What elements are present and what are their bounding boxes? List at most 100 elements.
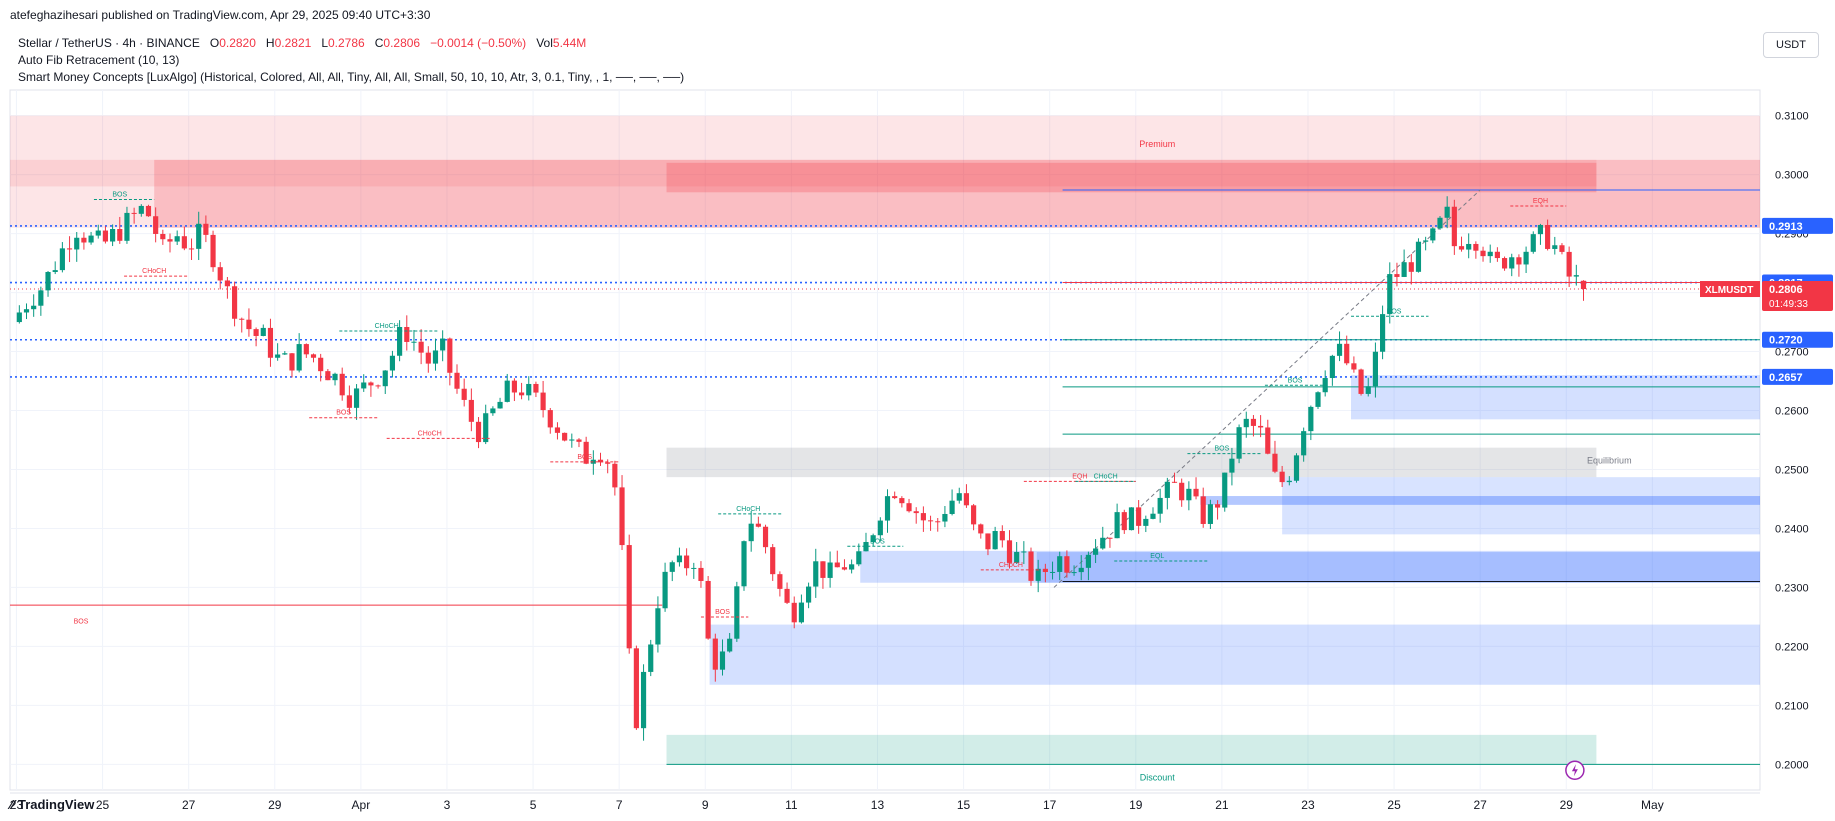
- candle-body: [382, 370, 388, 387]
- candle-body: [289, 353, 295, 371]
- candle-body: [784, 588, 790, 603]
- smc-marker-bos: BOS: [1387, 308, 1402, 315]
- candle-body: [153, 216, 159, 234]
- candle-body: [1272, 453, 1278, 472]
- x-tick-label: 27: [1473, 798, 1487, 812]
- smc-marker-bos: BOS: [1214, 446, 1229, 453]
- candle-body: [447, 338, 453, 373]
- last-candle-body: [1580, 280, 1587, 290]
- candle-body: [117, 228, 123, 241]
- ohlc-high-label: H: [265, 36, 275, 50]
- candle-body: [1193, 488, 1199, 497]
- candle-body: [648, 644, 654, 672]
- smc-marker-bos: BOS: [870, 538, 885, 545]
- ob-bear-3: [666, 162, 1597, 193]
- candle-body: [1372, 351, 1378, 387]
- candle-body: [920, 513, 926, 521]
- candle-body: [282, 353, 288, 355]
- candle-body: [397, 327, 403, 356]
- smc-marker-bos: BOS: [715, 609, 730, 616]
- ohlc-low-label: L: [321, 36, 328, 50]
- x-tick-label: Apr: [352, 798, 371, 812]
- y-tick-label: 0.2300: [1775, 582, 1809, 594]
- premium-zone: [10, 115, 1760, 228]
- candle-body: [612, 463, 618, 488]
- candle-body: [210, 234, 216, 268]
- candle-body: [1552, 245, 1558, 249]
- candle-body: [1394, 274, 1400, 277]
- candle-body: [411, 341, 417, 343]
- ob-bull-1: [1351, 375, 1760, 420]
- candle-body: [454, 372, 460, 389]
- grid-layer: [9, 89, 1761, 791]
- x-tick-label: 3: [444, 798, 451, 812]
- ohlc-open: 0.2820: [219, 36, 256, 50]
- candle-body: [1566, 251, 1572, 277]
- candle-body: [1473, 243, 1479, 251]
- chart-legend: Stellar / TetherUS · 4h · BINANCE O0.282…: [18, 35, 684, 86]
- candle-body: [418, 341, 424, 353]
- candle-body: [540, 392, 546, 411]
- candle-body: [605, 462, 611, 464]
- ob-bull-4: [860, 550, 1760, 583]
- x-tick-label: 29: [1560, 798, 1574, 812]
- y-tick-label: 0.2000: [1775, 759, 1809, 771]
- candle-body: [518, 392, 525, 396]
- candle-layer: [16, 196, 1587, 741]
- candle-body: [554, 427, 561, 433]
- candle-body: [727, 638, 733, 652]
- smc-marker-bos: BOS: [577, 454, 592, 461]
- candle-body: [640, 671, 647, 729]
- candle-body: [870, 535, 876, 542]
- candle-body: [1250, 418, 1257, 426]
- candle-body: [353, 388, 360, 408]
- ob-bull-2: [1282, 477, 1760, 535]
- marker-layer: BOS CHoCH CHoCH BOS CHoCH BOS CHoCH BOS BOS CHoCH…: [74, 191, 1567, 625]
- tradingview-logo[interactable]: ⁄⁄ TradingView: [10, 797, 94, 812]
- candle-body: [1207, 504, 1213, 524]
- candle-body: [569, 439, 575, 441]
- y-tick-label: 0.2400: [1775, 523, 1809, 535]
- candle-body: [475, 421, 482, 443]
- candle-body: [45, 272, 51, 291]
- candle-body: [684, 555, 690, 569]
- y-tick-label: 0.2700: [1775, 347, 1809, 359]
- candle-body: [1380, 314, 1386, 352]
- candle-body: [504, 380, 510, 402]
- x-tick-label: 21: [1215, 798, 1229, 812]
- candle-body: [576, 439, 582, 442]
- candle-body: [762, 526, 769, 548]
- price-axis-label-bg: [1762, 217, 1833, 234]
- candle-body: [705, 580, 711, 639]
- countdown-timer: 01:49:33: [1769, 299, 1808, 310]
- candle-body: [669, 562, 675, 572]
- candle-body: [131, 212, 137, 214]
- candle-body: [124, 212, 130, 241]
- candle-body: [547, 410, 553, 428]
- indicator-fib-legend[interactable]: Auto Fib Retracement (10, 13): [18, 53, 180, 67]
- symbol-title[interactable]: Stellar / TetherUS · 4h · BINANCE: [18, 36, 200, 50]
- candle-body: [992, 531, 998, 550]
- indicator-smc-legend[interactable]: Smart Money Concepts [LuxAlgo] (Historic…: [18, 70, 685, 84]
- candle-body: [949, 500, 955, 514]
- candle-body: [777, 574, 783, 589]
- candle-body: [1085, 554, 1091, 568]
- candle-body: [1466, 243, 1472, 250]
- candle-body: [160, 233, 166, 240]
- label-layer: PremiumEquilibriumDiscount0.29130.28170.…: [1139, 139, 1833, 782]
- currency-button[interactable]: USDT: [1763, 32, 1819, 58]
- symbol-tag: XLMUSDT: [1705, 285, 1753, 296]
- ohlc-high: 0.2821: [274, 36, 312, 50]
- candle-body: [956, 493, 962, 501]
- candle-body: [1516, 257, 1522, 265]
- candle-body: [66, 248, 73, 250]
- candle-body: [102, 230, 109, 242]
- ohlc-low: 0.2786: [328, 36, 365, 50]
- ob-bull-6: [709, 624, 1760, 685]
- candle-body: [1143, 518, 1149, 526]
- volume-value: 5.44M: [552, 36, 587, 50]
- tradingview-logo-text: TradingView: [17, 797, 95, 812]
- candle-body: [1530, 234, 1536, 252]
- y-tick-label: 0.2600: [1775, 406, 1809, 418]
